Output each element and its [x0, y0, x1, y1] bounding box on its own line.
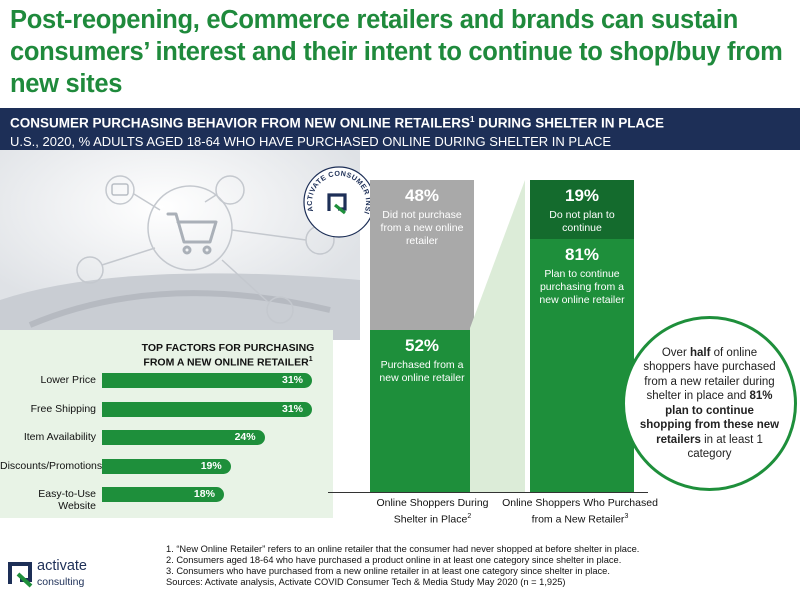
chart-subtitle: U.S., 2020, % ADULTS AGED 18-64 WHO HAVE… — [10, 133, 612, 149]
segment-description: Purchased from a new online retailer — [379, 358, 465, 384]
segment-label: 52% Purchased from a new online retailer — [370, 336, 474, 385]
x-label-online-shoppers: Online Shoppers During Shelter in Place2 — [376, 497, 489, 526]
factor-bar — [102, 458, 231, 474]
page-title: Post-reopening, eCommerce retailers and … — [10, 6, 783, 98]
factor-value-label: 19% — [200, 459, 222, 472]
factor-value-label: 31% — [282, 374, 304, 386]
footnote-3: 3. Consumers who have purchased from a n… — [166, 566, 610, 576]
factor-bar — [102, 401, 312, 417]
consumer-insight-badge: ACTIVATE CONSUMER INSIGHT — [302, 165, 375, 238]
footnotes: 1. “New Online Retailer” refers to an on… — [166, 544, 786, 588]
activate-logo-icon — [327, 193, 347, 215]
chart-subheader: CONSUMER PURCHASING BEHAVIOR FROM NEW ON… — [0, 108, 800, 150]
segment-label: 19% Do not plan to continue — [530, 186, 634, 235]
factor-label: Free Shipping — [30, 402, 96, 415]
segment-percent: 19% — [564, 186, 600, 205]
x-axis-line — [328, 492, 648, 493]
segment-percent: 52% — [404, 335, 440, 355]
factor-label: Item Availability — [23, 431, 96, 443]
stacked-bar-segment — [370, 180, 474, 330]
factor-value-label: 24% — [234, 431, 256, 443]
factor-bar — [102, 487, 224, 502]
footnote-sources: Sources: Activate analysis, Activate COV… — [166, 577, 566, 587]
factor-label: Easy-to-Use Website — [38, 488, 96, 512]
factor-bar — [102, 373, 312, 388]
factors-chart-title: TOP FACTORS FOR PURCHASING FROM A NEW ON… — [141, 342, 315, 369]
segment-label: 81% Plan to continue purchasing from a ne… — [530, 245, 634, 307]
segment-description: Do not plan to continue — [549, 209, 615, 234]
stacked-bar-segment — [530, 239, 634, 492]
stacked-bar-segment — [530, 180, 634, 240]
segment-percent: 81% — [564, 245, 600, 265]
chart-title: CONSUMER PURCHASING BEHAVIOR FROM NEW ON… — [10, 115, 664, 131]
ecommerce-illustration — [0, 150, 360, 340]
factor-bar — [102, 430, 265, 445]
logo-subtitle: consulting — [37, 576, 85, 588]
factor-label: Discounts/Promotions — [0, 459, 103, 472]
segment-description: Plan to continue purchasing from a new o… — [539, 268, 625, 307]
x-label-new-retailer-shoppers: Online Shoppers Who Purchased from a New… — [502, 497, 658, 526]
factor-label: Lower Price — [40, 374, 96, 386]
factor-value-label: 31% — [282, 402, 304, 415]
logo-wordmark: activate — [37, 558, 87, 574]
segment-percent: 48% — [404, 186, 440, 205]
factor-value-label: 18% — [193, 488, 215, 500]
stacked-bar-segment — [370, 329, 474, 492]
footnote-1: 1. “New Online Retailer” refers to an on… — [166, 544, 640, 554]
activate-consulting-logo — [8, 562, 33, 588]
segment-label: 48% Did not purchase from a new online re… — [370, 186, 474, 248]
factors-panel — [0, 330, 333, 518]
segment-description: Did not purchase from a new online retai… — [380, 209, 464, 247]
footnote-2: 2. Consumers aged 18-64 who have purchas… — [166, 555, 622, 565]
insight-callout: Over half of online shoppers have purcha… — [622, 316, 797, 491]
